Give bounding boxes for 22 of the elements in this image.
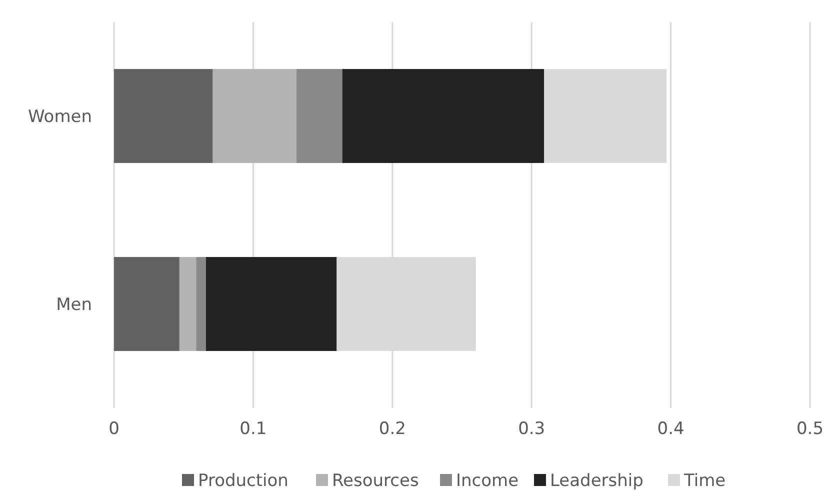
legend-label: Income: [456, 471, 519, 491]
x-tick-label: 0.4: [657, 419, 684, 439]
legend-label: Production: [198, 471, 288, 491]
x-tick-label: 0.2: [378, 419, 406, 439]
x-tick-label: 0.1: [240, 419, 267, 439]
bar: [206, 257, 337, 351]
legend-label: Time: [683, 471, 726, 491]
y-tick-label: Women: [28, 106, 92, 127]
bar: [179, 257, 196, 351]
legend-label: Leadership: [550, 471, 644, 491]
x-tick-label: 0.3: [518, 419, 546, 439]
y-tick-label: Men: [56, 294, 92, 315]
bar: [196, 257, 206, 351]
bar: [212, 69, 296, 163]
bar: [114, 69, 213, 163]
bar: [114, 257, 180, 351]
x-tick-label: 0.5: [796, 419, 824, 439]
x-tick-label: 0: [108, 419, 120, 439]
bar: [296, 69, 342, 163]
bar: [342, 69, 544, 163]
bar: [544, 69, 667, 163]
legend-label: Resources: [332, 471, 419, 491]
